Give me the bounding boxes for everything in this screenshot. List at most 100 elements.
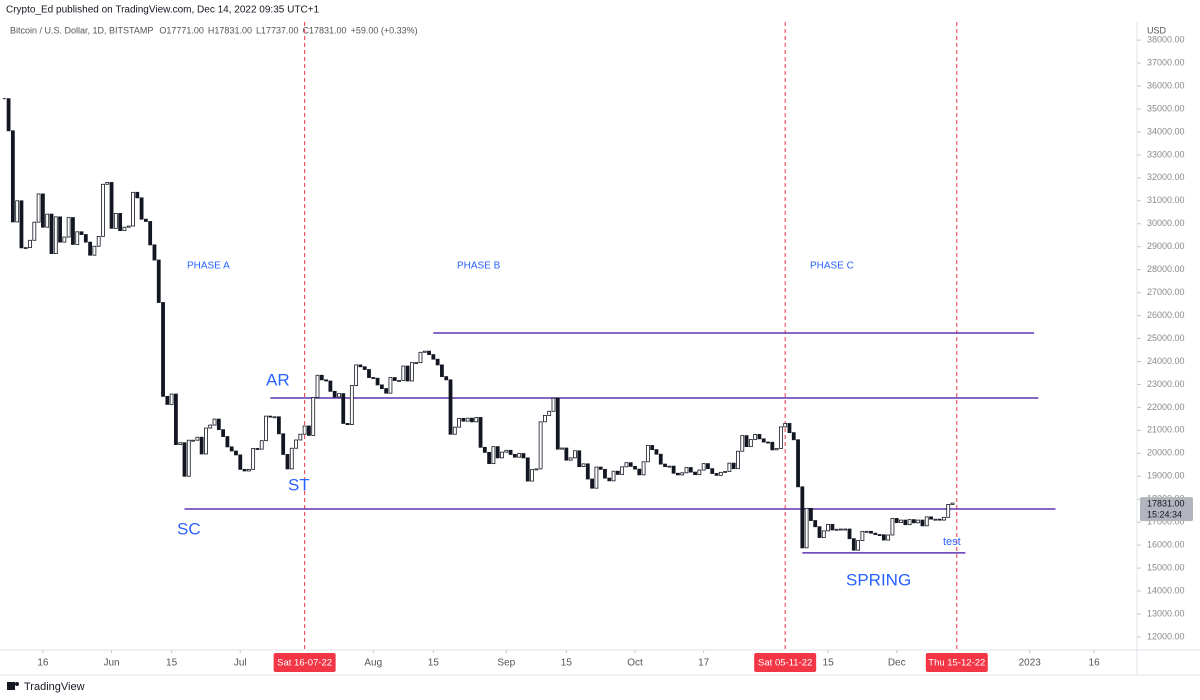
candle (826, 524, 830, 532)
candle (148, 221, 153, 246)
footer-brand: TradingView (24, 681, 85, 693)
candle (109, 182, 114, 229)
candle (594, 466, 599, 489)
candle (79, 231, 84, 235)
candle (834, 528, 839, 531)
candle (869, 530, 873, 534)
candle (650, 445, 655, 451)
candle (337, 393, 341, 398)
x-tick-label: Jun (103, 658, 119, 669)
candle (637, 468, 642, 476)
candle (122, 226, 127, 232)
candle (530, 469, 534, 482)
x-tick-label: 15 (823, 658, 835, 669)
y-tick-label: 26000.00 (1147, 310, 1185, 320)
candle (379, 384, 384, 389)
candle (487, 451, 492, 465)
candle (212, 418, 217, 426)
candle (783, 423, 788, 428)
annotation-ar: AR (266, 370, 290, 389)
candle (259, 440, 264, 450)
logo-mark (7, 682, 15, 690)
candle (294, 439, 298, 449)
candle (839, 528, 843, 531)
x-tick-label: 16 (37, 658, 49, 669)
candle (362, 366, 367, 370)
candle (88, 241, 93, 256)
candle (41, 193, 45, 228)
candle (195, 436, 200, 441)
x-tick-label: Oct (627, 658, 643, 669)
price-tag: 17831.00 (1147, 498, 1185, 508)
y-tick-label: 15000.00 (1147, 562, 1185, 572)
candle (564, 447, 569, 461)
candle (946, 504, 951, 518)
x-tick-label: 17 (698, 658, 710, 669)
candle (920, 519, 925, 527)
candle (731, 462, 736, 470)
candle (139, 197, 144, 220)
y-tick-label: 38000.00 (1147, 35, 1185, 45)
candle (28, 239, 32, 249)
candle (654, 449, 659, 455)
candle (778, 426, 783, 449)
candle (440, 364, 444, 378)
candle (577, 450, 582, 468)
candle (911, 519, 916, 524)
candle (401, 365, 406, 381)
legend-symbol: Bitcoin / U.S. Dollar, 1D, BITSTAMP (10, 25, 153, 35)
candle (409, 362, 414, 382)
candle (821, 530, 826, 538)
y-tick-label: 23000.00 (1147, 379, 1185, 389)
candle (916, 519, 921, 524)
candle (796, 439, 800, 488)
candle (723, 471, 728, 473)
candle (448, 379, 453, 435)
candle (804, 507, 809, 549)
candle (744, 435, 749, 448)
candle (543, 415, 547, 423)
candle (560, 447, 564, 450)
candle (504, 449, 509, 453)
candle (66, 217, 71, 238)
candle (143, 218, 148, 222)
x-tick-label: Aug (364, 658, 382, 669)
annotation-sc: SC (177, 519, 201, 538)
candle (706, 463, 710, 470)
candle (71, 217, 75, 245)
annotation-st: ST (288, 475, 310, 494)
candle (324, 379, 328, 382)
x-tick-label: 15 (428, 658, 440, 669)
y-tick-label: 22000.00 (1147, 402, 1185, 412)
candle (58, 216, 62, 243)
y-tick-label: 35000.00 (1147, 103, 1185, 113)
candle (234, 450, 238, 456)
candle (62, 236, 67, 243)
candle (208, 424, 213, 429)
legend-ohlc: L17737.00 (256, 25, 299, 35)
publisher-header: Crypto_Ed published on TradingView.com, … (6, 5, 320, 16)
y-tick-label: 16000.00 (1147, 539, 1185, 549)
candle (658, 453, 663, 465)
candle (671, 465, 676, 474)
countdown: 15:24:34 (1147, 509, 1182, 519)
x-tick-label: Sep (497, 658, 515, 669)
candle (452, 426, 457, 435)
candle (676, 472, 680, 476)
candle (830, 524, 835, 531)
legend-ohlc: H17831.00 (208, 25, 252, 35)
candle (388, 377, 393, 394)
candle (525, 457, 530, 482)
candle (178, 442, 183, 445)
candle (113, 213, 118, 229)
candle (10, 130, 15, 223)
y-tick-label: 37000.00 (1147, 57, 1185, 67)
x-tick-label: Jul (234, 658, 247, 669)
x-tick-label: 15 (561, 658, 573, 669)
candle (851, 538, 856, 551)
y-tick-label: 31000.00 (1147, 195, 1185, 205)
candle (319, 374, 324, 381)
